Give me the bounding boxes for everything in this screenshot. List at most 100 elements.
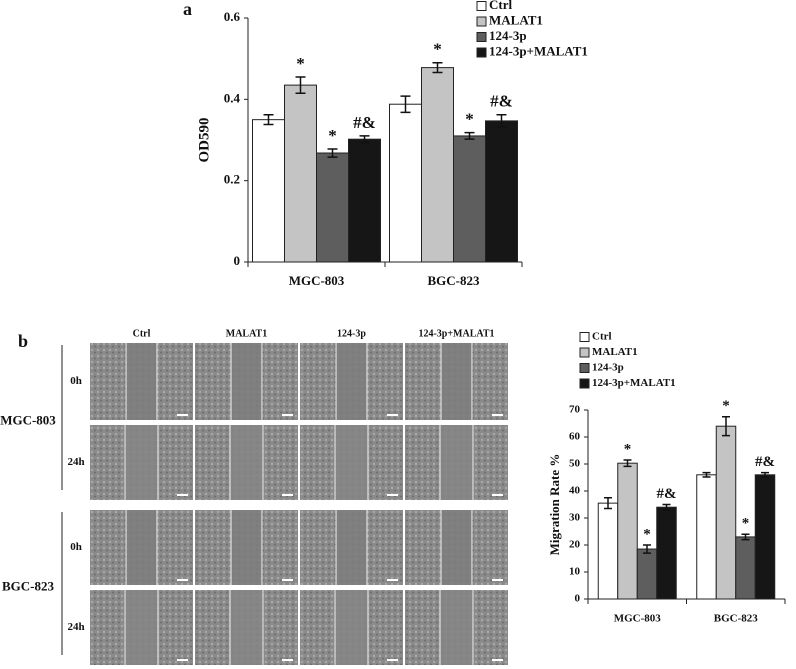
error-bar [295,76,306,94]
cell-line-label: MGC-803 [0,412,56,427]
legend-label: MALAT1 [592,346,638,358]
error-bar [604,497,612,510]
bar [656,506,677,600]
bar [715,425,737,600]
column-label: MALAT1 [226,328,267,339]
time-label: 0h [70,375,82,387]
wound-area [125,425,158,500]
legend-swatch [579,332,590,342]
wound-area [441,510,472,585]
wound-area [231,343,262,420]
significance-label: * [296,54,305,73]
column-label: 124-3p [337,328,366,339]
significance-label: * [643,526,651,542]
y-tick-label: 40 [569,485,581,497]
bar [252,119,285,263]
significance-label: #& [490,92,513,111]
wound-area [125,590,158,665]
y-axis-label: Migration Rate % [547,454,562,556]
legend-swatch [579,347,590,358]
x-tick-label: BGC-823 [714,613,759,625]
error-bar [263,114,274,126]
wound-area [336,343,367,420]
legend-swatch [476,16,487,27]
error-bar [464,131,475,140]
column-label: 124-3p+MALAT1 [418,328,494,339]
y-tick-label: 0 [575,593,581,605]
significance-label: #& [657,486,677,502]
y-tick-label: 70 [569,404,581,416]
bar [754,474,776,600]
y-axis-label: OD590 [196,118,212,163]
legend-swatch [579,378,590,389]
legend-label: 124-3p [489,28,527,43]
error-bar [643,544,651,554]
legend-label: Ctrl [592,331,612,343]
bar [389,103,422,263]
legend-label: Ctrl [489,0,512,12]
panel-label: a [183,0,192,19]
significance-label: * [742,516,750,532]
error-bar [327,148,338,158]
error-bar [702,471,711,478]
legend-label: 124-3p [592,362,624,374]
x-tick-label: MGC-803 [614,613,662,625]
bar [597,502,619,600]
error-bar [741,533,750,541]
y-tick-label: 0.2 [224,172,240,187]
error-bar [662,503,671,511]
y-tick-label: 0.4 [224,90,241,105]
bar [617,462,638,600]
error-bar [722,416,730,437]
bar [696,474,717,600]
wound-area [335,425,368,500]
bar [636,548,658,600]
significance-label: * [624,441,632,457]
bar [348,138,381,263]
wound-area [231,510,262,585]
bar [485,120,518,263]
y-tick-label: 60 [569,431,581,443]
bar [284,84,317,263]
x-tick-label: BGC-823 [428,273,481,288]
significance-label: * [433,40,442,59]
significance-label: #& [755,454,775,470]
time-label: 24h [67,456,84,468]
legend-swatch [476,1,487,11]
bar [316,152,349,263]
cell-line-label: BGC-823 [2,578,55,593]
significance-label: * [328,126,337,145]
wound-area [440,590,473,665]
bar [735,536,756,600]
wound-area [441,343,472,420]
y-tick-label: 10 [569,566,581,578]
y-tick-label: 0.6 [224,9,241,24]
wound-area [336,510,367,585]
error-bar [761,471,769,478]
wound-area [126,343,157,420]
wound-area [335,590,368,665]
error-bar [432,61,443,74]
wound-area [126,510,157,585]
legend-label: 124-3p+MALAT1 [592,377,676,389]
wound-area [230,590,263,665]
y-tick-label: 20 [569,539,581,551]
x-tick-label: MGC-803 [289,273,345,288]
legend-label: 124-3p+MALAT1 [489,43,588,58]
wound-area [230,425,263,500]
legend-swatch [579,363,590,373]
time-label: 24h [67,621,84,633]
legend-label: MALAT1 [489,12,543,27]
column-label: Ctrl [133,328,151,339]
significance-label: * [722,398,730,414]
error-bar [400,95,411,114]
y-tick-label: 30 [569,512,581,524]
significance-label: #& [353,113,376,132]
error-bar [496,114,507,128]
error-bar [623,459,632,468]
legend-swatch [476,47,487,58]
wound-area [440,425,473,500]
bar [453,135,486,263]
panel-label: b [18,331,28,351]
